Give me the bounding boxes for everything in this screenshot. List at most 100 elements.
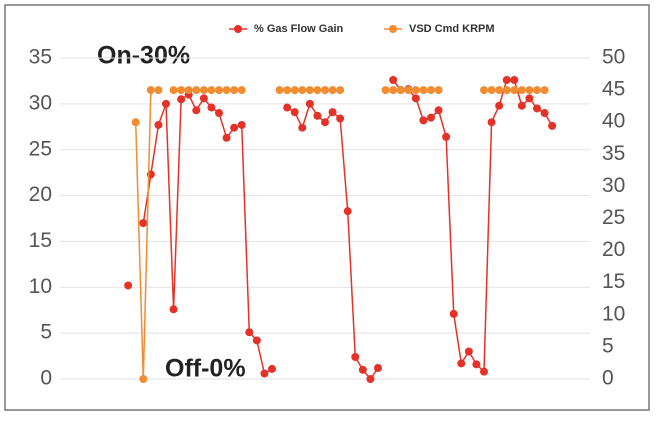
point [472, 360, 481, 369]
legend-label: % Gas Flow Gain [254, 23, 344, 35]
y-tick-label: 25 [29, 137, 52, 160]
point [510, 76, 519, 85]
y2-tick-label: 40 [602, 110, 625, 133]
point [434, 106, 443, 115]
point [389, 86, 398, 95]
point [169, 305, 178, 314]
point [131, 118, 140, 127]
point [510, 86, 519, 95]
y-tick-label: 35 [29, 46, 52, 69]
point [427, 86, 435, 95]
point [252, 336, 261, 345]
point [358, 365, 367, 374]
point [419, 86, 428, 95]
point [480, 367, 488, 376]
point [411, 94, 420, 103]
point [215, 109, 223, 118]
point [548, 121, 557, 130]
y2-tick-label: 10 [602, 302, 625, 325]
point [336, 86, 345, 95]
point [290, 86, 299, 95]
point [305, 86, 314, 95]
point [502, 86, 511, 95]
y-tick-label: 30 [29, 91, 52, 114]
point [487, 118, 496, 127]
y-tick-label: 10 [29, 275, 52, 298]
point [192, 86, 201, 95]
point [275, 86, 284, 95]
point [442, 132, 451, 141]
y2-tick-label: 0 [602, 367, 614, 390]
y2-tick-label: 35 [602, 142, 625, 165]
point [328, 86, 337, 95]
point [404, 86, 413, 95]
point [199, 86, 208, 95]
point [525, 86, 534, 95]
y2-tick-label: 45 [602, 78, 625, 101]
point [192, 106, 201, 115]
point [283, 86, 292, 95]
point [427, 113, 435, 122]
series-line [134, 89, 545, 380]
point [222, 86, 231, 95]
point [495, 101, 504, 110]
point [321, 118, 329, 127]
point [533, 104, 541, 113]
point [184, 86, 193, 95]
point [177, 95, 186, 104]
point [154, 120, 163, 129]
point [154, 86, 163, 95]
point [419, 116, 428, 125]
point [366, 375, 375, 383]
point [177, 86, 186, 95]
point [411, 86, 420, 95]
point [321, 86, 329, 95]
point [237, 86, 246, 95]
point [374, 363, 382, 372]
point [396, 86, 405, 95]
point [169, 86, 178, 95]
point [525, 94, 534, 103]
point [328, 108, 337, 117]
y2-tick-label: 30 [602, 174, 625, 197]
point [381, 86, 390, 95]
point [351, 352, 360, 361]
y2-tick-label: 50 [602, 46, 625, 69]
point [298, 86, 307, 95]
y-tick-label: 0 [40, 367, 52, 390]
y-tick-label: 20 [29, 183, 52, 206]
point [480, 86, 488, 95]
y-tick-label: 5 [40, 321, 52, 344]
point [336, 114, 345, 123]
point [495, 86, 504, 95]
legend-marker [389, 25, 397, 33]
point [540, 109, 549, 118]
point [343, 207, 352, 216]
y2-tick-label: 25 [602, 206, 625, 229]
point [260, 369, 269, 378]
point [389, 76, 398, 85]
point [199, 94, 208, 103]
point [222, 133, 231, 142]
point [139, 375, 148, 383]
y2-tick-label: 15 [602, 270, 625, 293]
point [207, 86, 216, 95]
point [268, 364, 276, 373]
y-tick-label: 15 [29, 229, 52, 252]
annotation: On-30% [97, 42, 190, 70]
point [215, 86, 223, 95]
point [540, 86, 549, 95]
point [434, 86, 443, 95]
point [517, 86, 526, 95]
point [237, 120, 246, 129]
point [517, 101, 526, 110]
point [298, 123, 307, 132]
point [124, 281, 133, 290]
point [162, 99, 170, 108]
annotation: Off-0% [165, 355, 246, 383]
frame [4, 4, 650, 411]
point [464, 347, 473, 356]
point [146, 86, 155, 95]
point [283, 103, 292, 112]
